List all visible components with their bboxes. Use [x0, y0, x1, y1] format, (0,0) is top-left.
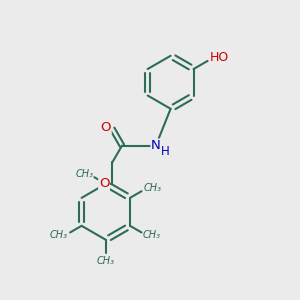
Text: N: N [151, 139, 161, 152]
Text: CH₃: CH₃ [50, 230, 68, 240]
Text: O: O [99, 177, 109, 190]
Text: CH₃: CH₃ [97, 256, 115, 266]
Text: CH₃: CH₃ [144, 183, 162, 193]
Text: CH₃: CH₃ [143, 230, 161, 240]
Text: HO: HO [210, 51, 229, 64]
Text: O: O [100, 121, 111, 134]
Text: H: H [161, 145, 170, 158]
Text: CH₃: CH₃ [76, 169, 94, 179]
